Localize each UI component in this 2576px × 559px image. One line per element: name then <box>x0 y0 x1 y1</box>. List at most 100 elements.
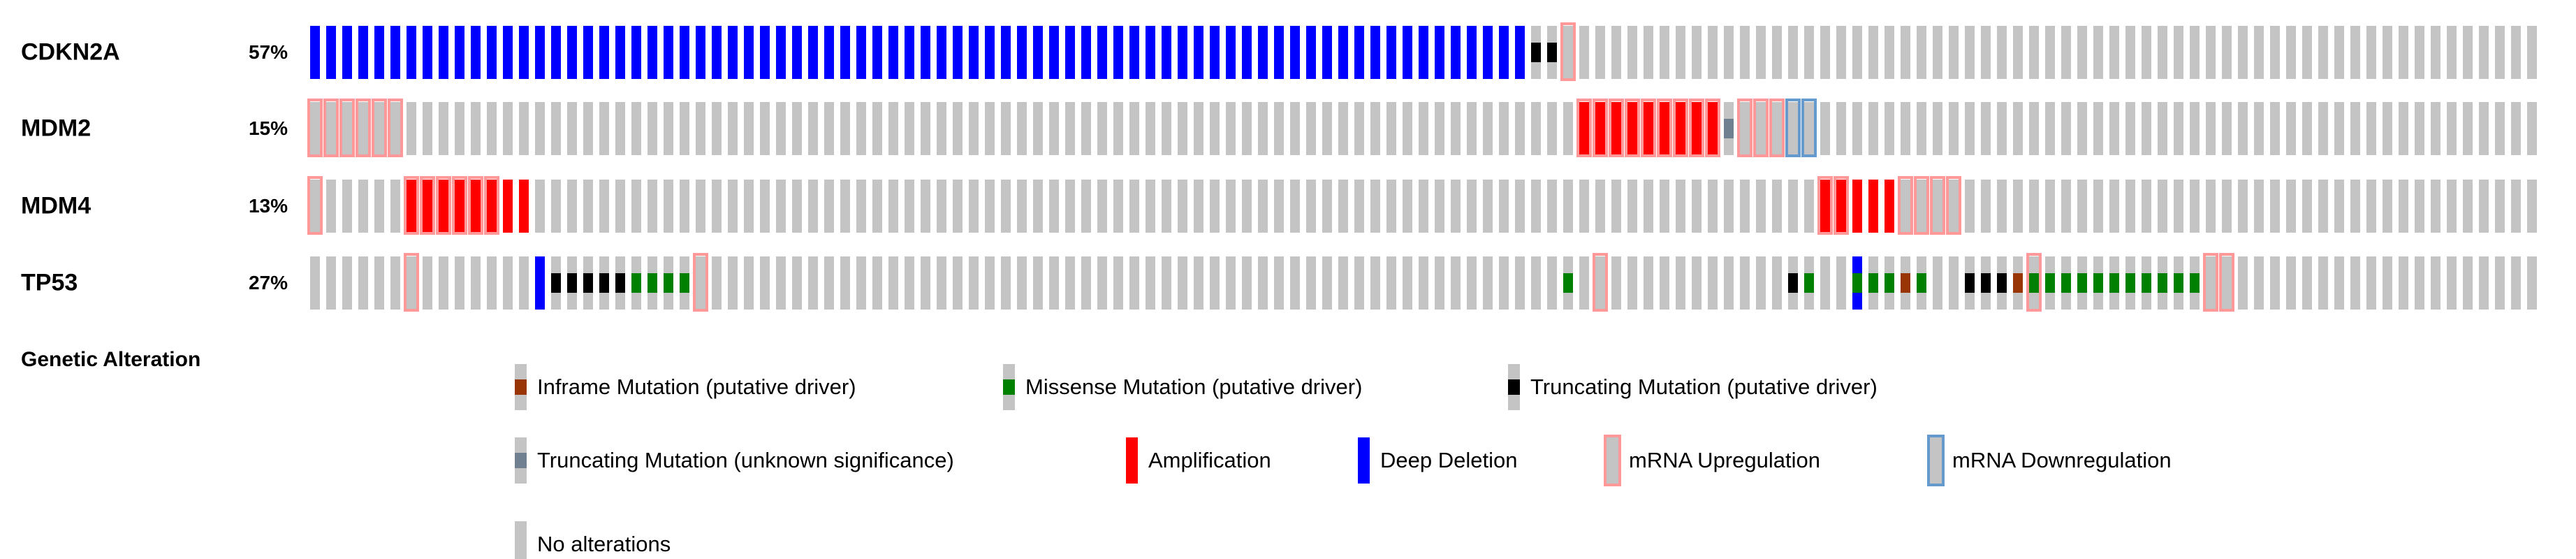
oncoprint-cell[interactable] <box>2447 256 2463 310</box>
oncoprint-cell[interactable] <box>1531 102 1547 155</box>
oncoprint-cell[interactable] <box>1531 180 1547 233</box>
oncoprint-cell[interactable] <box>342 256 358 310</box>
oncoprint-cell[interactable] <box>307 99 326 157</box>
oncoprint-cell[interactable] <box>1419 256 1435 310</box>
oncoprint-cell[interactable] <box>1898 176 1917 235</box>
oncoprint-cell[interactable] <box>1435 180 1451 233</box>
oncoprint-cell[interactable] <box>1146 102 1162 155</box>
oncoprint-cell[interactable] <box>1001 180 1017 233</box>
oncoprint-cell[interactable] <box>1467 256 1483 310</box>
oncoprint-cell[interactable] <box>487 102 503 155</box>
oncoprint-cell[interactable] <box>1049 180 1065 233</box>
oncoprint-cell[interactable] <box>969 102 985 155</box>
oncoprint-cell[interactable] <box>1676 256 1692 310</box>
oncoprint-cell[interactable] <box>2174 256 2190 310</box>
oncoprint-cell[interactable] <box>2142 180 2158 233</box>
oncoprint-cell[interactable] <box>1435 256 1451 310</box>
oncoprint-cell[interactable] <box>2077 256 2093 310</box>
oncoprint-cell[interactable] <box>680 102 696 155</box>
oncoprint-cell[interactable] <box>2447 180 2463 233</box>
oncoprint-cell[interactable] <box>551 26 567 79</box>
oncoprint-cell[interactable] <box>953 102 969 155</box>
oncoprint-cell[interactable] <box>2254 26 2270 79</box>
oncoprint-cell[interactable] <box>1467 102 1483 155</box>
oncoprint-cell[interactable] <box>1178 256 1194 310</box>
oncoprint-cell[interactable] <box>1386 180 1403 233</box>
oncoprint-cell[interactable] <box>1769 99 1788 157</box>
oncoprint-cell[interactable] <box>1563 256 1579 310</box>
oncoprint-cell[interactable] <box>2495 102 2511 155</box>
oncoprint-cell[interactable] <box>1467 180 1483 233</box>
oncoprint-cell[interactable] <box>2045 26 2061 79</box>
oncoprint-cell[interactable] <box>824 180 840 233</box>
oncoprint-cell[interactable] <box>1708 180 1724 233</box>
oncoprint-cell[interactable] <box>583 26 599 79</box>
oncoprint-cell[interactable] <box>760 26 776 79</box>
oncoprint-cell[interactable] <box>2479 180 2495 233</box>
oncoprint-cell[interactable] <box>1226 256 1242 310</box>
oncoprint-cell[interactable] <box>1451 256 1467 310</box>
oncoprint-cell[interactable] <box>374 180 390 233</box>
oncoprint-cell[interactable] <box>1820 102 1836 155</box>
oncoprint-cell[interactable] <box>1113 102 1129 155</box>
oncoprint-cell[interactable] <box>2527 26 2543 79</box>
oncoprint-cell[interactable] <box>1756 26 1772 79</box>
oncoprint-cell[interactable] <box>1868 26 1885 79</box>
oncoprint-cell[interactable] <box>1210 102 1226 155</box>
oncoprint-cell[interactable] <box>1868 102 1885 155</box>
oncoprint-cell[interactable] <box>905 256 921 310</box>
oncoprint-cell[interactable] <box>583 180 599 233</box>
oncoprint-cell[interactable] <box>872 102 888 155</box>
oncoprint-cell[interactable] <box>1836 256 1852 310</box>
oncoprint-cell[interactable] <box>2495 256 2511 310</box>
oncoprint-cell[interactable] <box>2383 256 2399 310</box>
oncoprint-cell[interactable] <box>1997 26 2013 79</box>
oncoprint-cell[interactable] <box>1113 26 1129 79</box>
oncoprint-cell[interactable] <box>712 26 728 79</box>
oncoprint-cell[interactable] <box>2511 180 2527 233</box>
oncoprint-cell[interactable] <box>455 26 471 79</box>
oncoprint-cell[interactable] <box>468 176 487 235</box>
oncoprint-cell[interactable] <box>1804 26 1820 79</box>
oncoprint-cell[interactable] <box>1033 102 1049 155</box>
oncoprint-cell[interactable] <box>1949 102 1965 155</box>
oncoprint-cell[interactable] <box>1868 256 1885 310</box>
oncoprint-cell[interactable] <box>567 102 583 155</box>
oncoprint-cell[interactable] <box>664 180 680 233</box>
oncoprint-cell[interactable] <box>2254 256 2270 310</box>
oncoprint-cell[interactable] <box>1660 180 1676 233</box>
oncoprint-cell[interactable] <box>680 180 696 233</box>
oncoprint-cell[interactable] <box>2399 180 2415 233</box>
oncoprint-cell[interactable] <box>2383 180 2399 233</box>
oncoprint-cell[interactable] <box>937 26 953 79</box>
oncoprint-cell[interactable] <box>1386 102 1403 155</box>
oncoprint-cell[interactable] <box>455 102 471 155</box>
oncoprint-cell[interactable] <box>423 256 439 310</box>
oncoprint-cell[interactable] <box>1981 102 1997 155</box>
oncoprint-cell[interactable] <box>1949 256 1965 310</box>
oncoprint-cell[interactable] <box>567 256 583 310</box>
oncoprint-cell[interactable] <box>455 256 471 310</box>
oncoprint-cell[interactable] <box>1451 102 1467 155</box>
oncoprint-cell[interactable] <box>1676 180 1692 233</box>
oncoprint-cell[interactable] <box>1386 256 1403 310</box>
oncoprint-cell[interactable] <box>1576 99 1595 157</box>
oncoprint-cell[interactable] <box>439 26 455 79</box>
oncoprint-cell[interactable] <box>2479 102 2495 155</box>
oncoprint-cell[interactable] <box>1146 256 1162 310</box>
oncoprint-cell[interactable] <box>1901 102 1917 155</box>
oncoprint-cell[interactable] <box>2045 256 2061 310</box>
oncoprint-cell[interactable] <box>1081 256 1097 310</box>
oncoprint-cell[interactable] <box>471 26 487 79</box>
oncoprint-cell[interactable] <box>1563 180 1579 233</box>
oncoprint-cell[interactable] <box>760 102 776 155</box>
oncoprint-cell[interactable] <box>2125 26 2142 79</box>
oncoprint-cell[interactable] <box>1274 102 1290 155</box>
oncoprint-cell[interactable] <box>2174 102 2190 155</box>
oncoprint-cell[interactable] <box>2219 253 2238 312</box>
oncoprint-cell[interactable] <box>696 102 712 155</box>
oncoprint-cell[interactable] <box>388 99 407 157</box>
oncoprint-cell[interactable] <box>1306 180 1322 233</box>
oncoprint-cell[interactable] <box>551 256 567 310</box>
oncoprint-cell[interactable] <box>1226 26 1242 79</box>
